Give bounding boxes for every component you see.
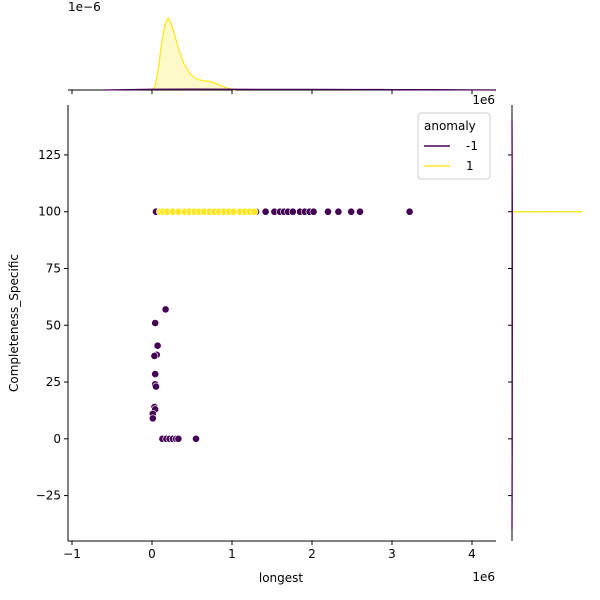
- y-tick-label: 0: [53, 432, 61, 446]
- scatter-point-anomaly-neg1: [151, 319, 160, 327]
- y-axis-label: Completeness_Specific: [7, 254, 21, 392]
- x-tick-label: 1: [228, 547, 236, 561]
- x-tick-label: −1: [63, 547, 81, 561]
- scatter-point-anomaly-neg1: [334, 207, 343, 216]
- legend-box: [417, 112, 491, 180]
- x-tick-label: 4: [468, 547, 476, 561]
- x-tick-label: 3: [388, 547, 396, 561]
- scatter-point-anomaly-1: [250, 207, 259, 216]
- x-tick-label: 0: [148, 547, 156, 561]
- scatter-point-anomaly-neg1: [152, 382, 160, 391]
- scatter-point-anomaly-neg1: [405, 207, 414, 216]
- scatter-point-anomaly-neg1: [151, 370, 160, 378]
- scatter-point-anomaly-neg1: [347, 207, 356, 216]
- scatter-point-anomaly-neg1: [148, 414, 157, 423]
- x-offset-text: 1e6: [472, 570, 495, 584]
- y-tick-label: 100: [38, 205, 61, 219]
- scatter-point-anomaly-neg1: [153, 341, 162, 350]
- y-tick-label: 75: [46, 262, 61, 276]
- top-density-line-1: [151, 16, 236, 91]
- top-marginal-density: [68, 16, 497, 94]
- y-tick-label: 25: [46, 375, 61, 389]
- scatter-point-anomaly-neg1: [324, 207, 332, 216]
- legend: anomaly -1 1: [417, 112, 491, 180]
- y-tick-label: 125: [38, 148, 61, 162]
- x-axis-label: longest: [259, 571, 304, 585]
- scatter-point-anomaly-neg1: [288, 207, 297, 216]
- scatter-point-anomaly-neg1: [174, 434, 183, 443]
- top-marginal-offset-text: 1e−6: [68, 0, 101, 14]
- legend-label-neg1: -1: [466, 139, 478, 153]
- scatter-point-anomaly-neg1: [261, 207, 270, 216]
- scatter-point-anomaly-neg1: [161, 305, 170, 314]
- y-offset-text: 1e6: [472, 93, 495, 107]
- y-tick-label: 50: [46, 318, 61, 332]
- scatter-point-anomaly-neg1: [309, 207, 318, 216]
- scatter-point-anomaly-neg1: [150, 352, 159, 360]
- scatter-plot-area: −1 0 1 2 3 4 −25 0 25 50 75 100 125: [36, 105, 496, 561]
- y-tick-label: −25: [36, 489, 61, 503]
- scatter-point-anomaly-neg1: [192, 434, 200, 443]
- legend-label-1: 1: [466, 159, 474, 173]
- right-marginal-density: [508, 105, 583, 541]
- top-density-line-neg1: [103, 88, 497, 91]
- scatter-point-anomaly-neg1: [356, 207, 364, 216]
- legend-title: anomaly: [424, 119, 476, 133]
- x-tick-label: 2: [308, 547, 316, 561]
- top-density-fill-1: [152, 18, 236, 90]
